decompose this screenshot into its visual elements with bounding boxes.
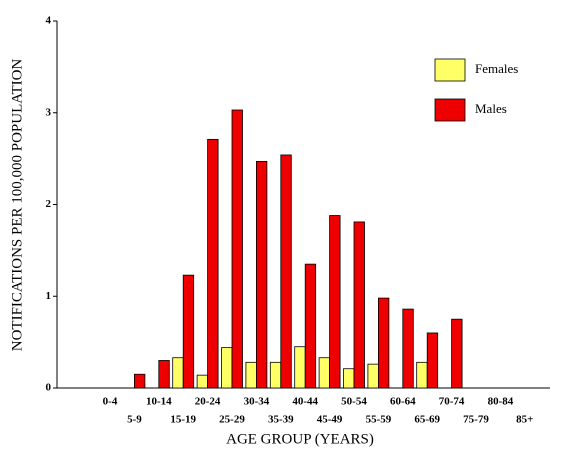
bar (318, 357, 331, 389)
x-tick-label: 75-79 (463, 414, 489, 426)
x-axis-title: AGE GROUP (YEARS) (226, 431, 374, 447)
x-tick-label: 65-69 (414, 414, 440, 426)
bar (231, 109, 243, 389)
bar (269, 361, 282, 389)
y-tick-label: 3 (46, 106, 52, 118)
bar (426, 332, 439, 389)
y-tick-label: 0 (46, 382, 52, 394)
bar (280, 154, 292, 389)
bar (343, 368, 355, 389)
x-tick-label: 5-9 (127, 414, 142, 426)
y-tick-label: 1 (46, 290, 52, 302)
y-axis-title: NOTIFICATIONS PER 100,000 POPULATION (9, 59, 25, 352)
x-tick-label: 30-34 (244, 396, 270, 408)
bar (158, 360, 170, 389)
x-tick-label: 45-49 (317, 414, 343, 426)
bar (196, 374, 209, 389)
x-tick-label: 55-59 (366, 414, 392, 426)
x-tick-label: 70-74 (439, 396, 465, 408)
x-tick-label: 10-14 (146, 396, 172, 408)
bar (294, 346, 306, 389)
bar (172, 357, 184, 389)
x-tick-label: 0-4 (103, 396, 118, 408)
x-tick-label: 50-54 (341, 396, 367, 408)
bar (207, 138, 219, 389)
bar (329, 215, 341, 389)
x-tick-label: 35-39 (268, 414, 294, 426)
bar (367, 363, 379, 389)
legend-label: Males (475, 101, 507, 116)
legend-swatch (434, 98, 466, 122)
y-tick-label: 4 (46, 15, 52, 27)
bar (402, 308, 414, 389)
bar (451, 318, 463, 389)
bar (133, 373, 146, 389)
bar (377, 297, 390, 389)
legend-label: Females (475, 61, 518, 76)
x-tick-label: 60-64 (390, 396, 416, 408)
bar (255, 160, 268, 389)
bar (221, 347, 233, 389)
bar (304, 263, 317, 389)
bar (353, 221, 365, 389)
x-tick-label: 25-29 (219, 414, 245, 426)
x-tick-label: 15-19 (170, 414, 196, 426)
x-tick-label: 40-44 (292, 396, 318, 408)
y-tick-label: 2 (46, 198, 52, 210)
bar (416, 361, 428, 389)
bar (245, 361, 257, 389)
legend-swatch (434, 58, 466, 82)
x-tick-label: 80-84 (488, 396, 514, 408)
bar (182, 274, 195, 389)
x-tick-label: 85+ (516, 414, 533, 426)
x-tick-label: 20-24 (195, 396, 221, 408)
